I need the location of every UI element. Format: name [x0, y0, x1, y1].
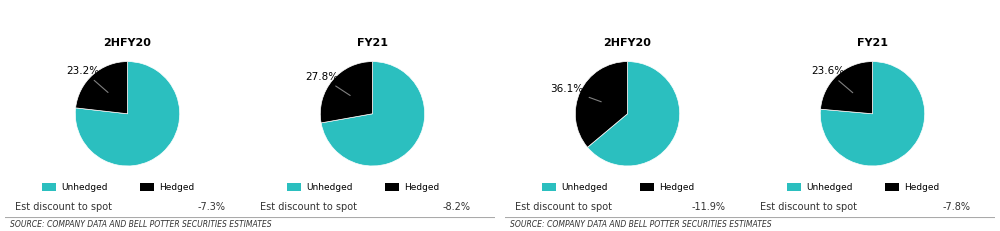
Text: Est discount to spot: Est discount to spot — [515, 202, 612, 212]
Text: Unhedged: Unhedged — [806, 183, 853, 192]
Bar — [287, 183, 301, 191]
Wedge shape — [575, 61, 628, 147]
Wedge shape — [820, 61, 873, 114]
Wedge shape — [820, 61, 925, 166]
Text: Est discount to spot: Est discount to spot — [260, 202, 357, 212]
Text: FY21: FY21 — [357, 38, 388, 48]
Text: Est discount to spot: Est discount to spot — [760, 202, 857, 212]
Wedge shape — [76, 61, 128, 114]
Text: Hedged: Hedged — [159, 183, 195, 192]
Bar — [787, 183, 801, 191]
Bar — [542, 183, 556, 191]
Bar — [385, 183, 399, 191]
Text: SOURCE: COMPANY DATA AND BELL POTTER SECURITIES ESTIMATES: SOURCE: COMPANY DATA AND BELL POTTER SEC… — [510, 220, 772, 229]
Text: -11.9%: -11.9% — [692, 202, 726, 212]
Text: 27.8%: 27.8% — [305, 72, 350, 95]
Wedge shape — [587, 61, 680, 166]
Text: 2HFY20: 2HFY20 — [104, 38, 151, 48]
Text: Est discount to spot: Est discount to spot — [15, 202, 112, 212]
Text: 2HFY20: 2HFY20 — [604, 38, 651, 48]
Text: Unhedged: Unhedged — [561, 183, 608, 192]
Text: Hedged: Hedged — [404, 183, 440, 192]
Wedge shape — [321, 61, 425, 166]
Bar — [885, 183, 899, 191]
Bar — [140, 183, 154, 191]
Text: -7.8%: -7.8% — [942, 202, 970, 212]
Text: 36.1%: 36.1% — [551, 84, 601, 102]
Text: Hedged: Hedged — [904, 183, 940, 192]
Text: Figure 6 – St Barbara Mines (SBM) hedge profile: Figure 6 – St Barbara Mines (SBM) hedge … — [515, 10, 877, 23]
Text: -7.3%: -7.3% — [198, 202, 226, 212]
Text: FY21: FY21 — [857, 38, 888, 48]
Text: -8.2%: -8.2% — [442, 202, 471, 212]
Text: 23.2%: 23.2% — [67, 66, 108, 92]
Text: Figure 5 – Silver Lake (SLR) hedge profile: Figure 5 – Silver Lake (SLR) hedge profi… — [15, 10, 326, 23]
Text: Unhedged: Unhedged — [306, 183, 353, 192]
Wedge shape — [75, 61, 180, 166]
Bar — [42, 183, 56, 191]
Text: 23.6%: 23.6% — [811, 66, 853, 93]
Text: SOURCE: COMPANY DATA AND BELL POTTER SECURITIES ESTIMATES: SOURCE: COMPANY DATA AND BELL POTTER SEC… — [10, 220, 272, 229]
Text: Hedged: Hedged — [659, 183, 695, 192]
Wedge shape — [320, 61, 372, 123]
Bar — [640, 183, 654, 191]
Text: Unhedged: Unhedged — [61, 183, 108, 192]
